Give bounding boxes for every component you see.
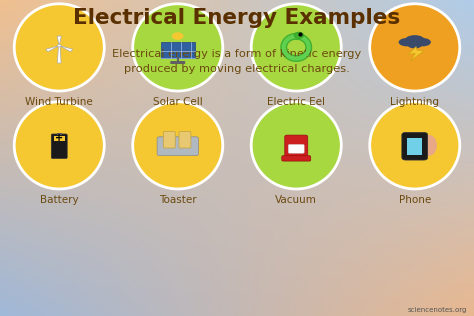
Circle shape bbox=[172, 32, 183, 40]
Polygon shape bbox=[59, 46, 73, 52]
Text: Electrical Energy Examples: Electrical Energy Examples bbox=[73, 8, 401, 28]
Ellipse shape bbox=[414, 38, 431, 46]
Text: Vacuum: Vacuum bbox=[275, 195, 317, 205]
FancyBboxPatch shape bbox=[57, 133, 62, 135]
FancyBboxPatch shape bbox=[288, 144, 304, 153]
Ellipse shape bbox=[251, 4, 341, 91]
Ellipse shape bbox=[14, 4, 104, 91]
Ellipse shape bbox=[370, 4, 460, 91]
FancyBboxPatch shape bbox=[161, 42, 195, 58]
Text: Toaster: Toaster bbox=[159, 195, 197, 205]
Ellipse shape bbox=[421, 135, 437, 156]
Text: Lightning: Lightning bbox=[390, 97, 439, 107]
FancyBboxPatch shape bbox=[285, 135, 308, 159]
Ellipse shape bbox=[133, 102, 223, 189]
Ellipse shape bbox=[251, 102, 341, 189]
Polygon shape bbox=[46, 46, 59, 52]
Text: Solar Cell: Solar Cell bbox=[153, 97, 202, 107]
FancyBboxPatch shape bbox=[282, 156, 311, 161]
FancyBboxPatch shape bbox=[402, 132, 428, 160]
Ellipse shape bbox=[405, 35, 425, 45]
FancyBboxPatch shape bbox=[179, 131, 191, 148]
Ellipse shape bbox=[399, 38, 415, 46]
Text: sciencenotes.org: sciencenotes.org bbox=[408, 307, 467, 313]
Ellipse shape bbox=[370, 102, 460, 189]
Text: Wind Turbine: Wind Turbine bbox=[26, 97, 93, 107]
Circle shape bbox=[57, 45, 61, 47]
Text: Electric Eel: Electric Eel bbox=[267, 97, 325, 107]
Polygon shape bbox=[57, 36, 61, 46]
Ellipse shape bbox=[133, 4, 223, 91]
FancyBboxPatch shape bbox=[170, 61, 185, 64]
FancyBboxPatch shape bbox=[54, 136, 65, 141]
FancyBboxPatch shape bbox=[163, 131, 175, 148]
FancyBboxPatch shape bbox=[51, 134, 67, 159]
Ellipse shape bbox=[408, 41, 422, 48]
Text: Electrical energy is a form of kinetic energy
produced by moving electrical char: Electrical energy is a form of kinetic e… bbox=[112, 49, 362, 74]
FancyBboxPatch shape bbox=[408, 137, 422, 155]
Circle shape bbox=[294, 32, 303, 38]
FancyBboxPatch shape bbox=[157, 137, 198, 155]
Ellipse shape bbox=[14, 102, 104, 189]
Polygon shape bbox=[57, 46, 61, 63]
Polygon shape bbox=[408, 46, 424, 61]
Text: +: + bbox=[55, 133, 64, 143]
Text: Battery: Battery bbox=[40, 195, 79, 205]
Text: Phone: Phone bbox=[399, 195, 431, 205]
